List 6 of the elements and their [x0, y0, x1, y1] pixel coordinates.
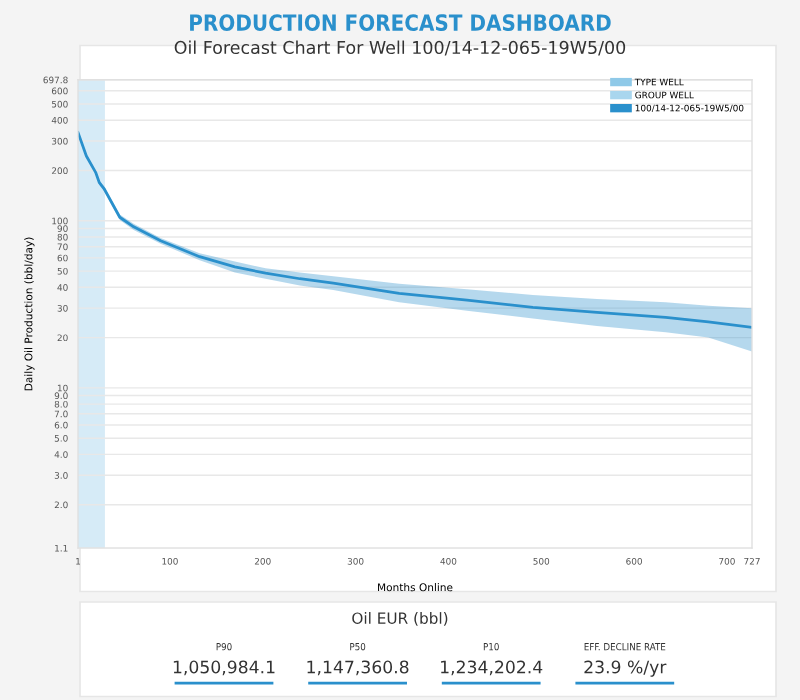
text: 1,050,984.1	[173, 660, 275, 676]
text: 1,147,360.8	[307, 660, 409, 676]
chart-title: PRODUCTION FORECAST DASHBOARD	[190, 14, 611, 31]
text: 1,234,202.4	[441, 660, 543, 676]
text: 23.9 %/yr	[584, 660, 667, 677]
chart-subtitle: Oil Forecast Chart For Well 100/14-12-065-19W5/00	[174, 40, 626, 56]
